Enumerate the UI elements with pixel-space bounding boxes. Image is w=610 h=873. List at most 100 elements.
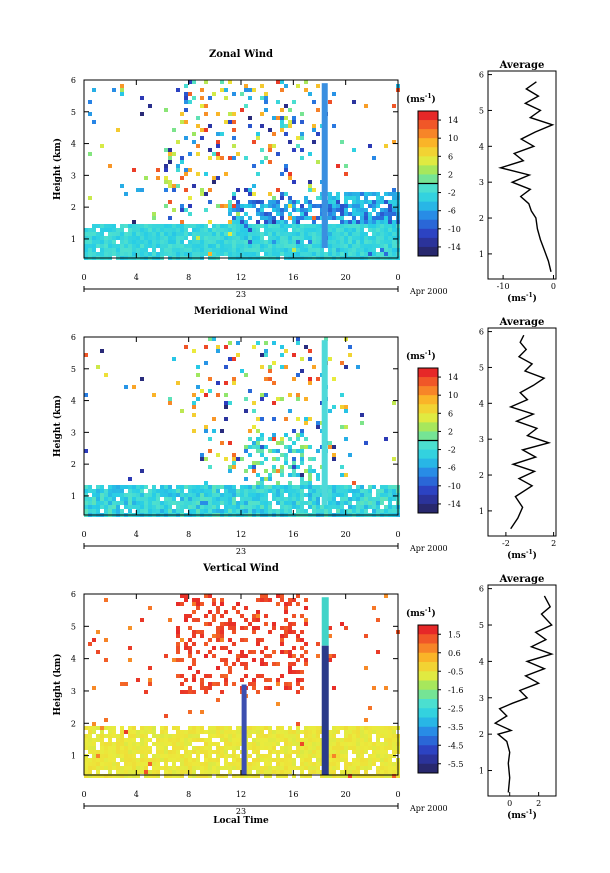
average-x-label: (ms-1): [507, 809, 537, 821]
colorbar-tick-label: 14: [448, 373, 458, 382]
average-frame: [487, 584, 557, 797]
colorbar-band: [418, 763, 438, 774]
colorbar-band: [418, 625, 438, 635]
y-tick-label: 4: [71, 140, 76, 149]
chart-title: Vertical Wind: [202, 563, 279, 574]
average-y-tick-label: 4: [479, 142, 484, 151]
colorbar-tick-label: 6: [448, 409, 453, 418]
colorbar-band: [418, 111, 438, 121]
colorbar-tick-label: -4.5: [448, 741, 463, 750]
colorbar-tick-label: -2: [448, 446, 456, 455]
colorbar-band: [418, 183, 438, 194]
average-profile-line: [498, 81, 555, 272]
colorbar-band: [418, 467, 438, 478]
average-y-tick-label: 1: [479, 767, 484, 776]
colorbar-band: [418, 413, 438, 423]
average-y-tick-label: 5: [479, 106, 484, 115]
x-tick-label: 0: [395, 790, 400, 799]
y-tick-label: 5: [71, 365, 76, 374]
colorbar-band: [418, 440, 438, 451]
average-y-tick-label: 1: [479, 250, 484, 259]
y-tick-label: 2: [71, 460, 76, 469]
colorbar-band: [418, 726, 438, 737]
average-y-tick-label: 3: [479, 694, 484, 703]
heatmap-field: [84, 594, 400, 778]
colorbar-band: [418, 745, 438, 755]
average-frame: [487, 327, 557, 537]
colorbar-tick-label: 10: [448, 391, 458, 400]
colorbar-band: [418, 634, 438, 644]
colorbar-band: [418, 689, 438, 700]
average-x-tick-label: 0: [551, 282, 556, 291]
colorbar-band: [418, 494, 438, 505]
colorbar-tick-label: -2.5: [448, 704, 463, 713]
x-tick-label: 16: [288, 273, 298, 282]
colorbar-band: [418, 680, 438, 691]
colorbar-band: [418, 138, 438, 148]
x-tick-label: 4: [134, 790, 139, 799]
x-tick-label: 0: [81, 530, 86, 539]
y-tick-label: 6: [71, 76, 76, 85]
colorbar-tick-label: -14: [448, 500, 461, 509]
average-title: Average: [499, 60, 545, 71]
date-axis-label: 23: [236, 290, 246, 299]
x-tick-label: 16: [288, 530, 298, 539]
average-y-tick-label: 3: [479, 178, 484, 187]
colorbar-tick-label: -5.5: [448, 760, 463, 769]
average-y-tick-label: 4: [479, 399, 484, 408]
y-tick-label: 5: [71, 108, 76, 117]
x-tick-label: 8: [186, 273, 191, 282]
colorbar-band: [418, 201, 438, 212]
y-tick-label: 4: [71, 397, 76, 406]
colorbar-tick-label: 6: [448, 152, 453, 161]
colorbar-band: [418, 237, 438, 248]
x-tick-label: 0: [81, 273, 86, 282]
colorbar-band: [418, 643, 438, 654]
colorbar-tick-label: -3.5: [448, 723, 463, 732]
colorbar-band: [418, 210, 438, 221]
colorbar-tick-label: -10: [448, 225, 461, 234]
average-panel: Average 1 2 3 4 5 6 -10 0 (ms-1): [479, 60, 557, 304]
average-y-tick-label: 1: [479, 507, 484, 516]
average-y-tick-label: 6: [479, 328, 484, 337]
y-tick-label: 3: [71, 428, 76, 437]
average-title: Average: [499, 317, 545, 328]
average-y-tick-label: 4: [479, 657, 484, 666]
colorbar-band: [418, 736, 438, 746]
updraft-stripe: [321, 597, 329, 646]
colorbar-tick-label: -10: [448, 482, 461, 491]
y-axis-label: Height (km): [52, 138, 63, 200]
colorbar-unit: (ms-1): [406, 607, 436, 619]
average-x-label: (ms-1): [507, 292, 537, 304]
colorbar-band: [418, 174, 438, 184]
average-title: Average: [499, 574, 545, 585]
average-profile-line: [493, 595, 554, 793]
x-tick-label: 20: [341, 530, 351, 539]
colorbar-band: [418, 404, 438, 414]
colorbar-band: [418, 368, 438, 378]
colorbar-band: [418, 652, 438, 663]
colorbar-band: [418, 395, 438, 405]
colorbar-tick-label: -0.5: [448, 667, 463, 676]
colorbar-band: [418, 422, 438, 432]
colorbar-band: [418, 671, 438, 681]
colorbar-band: [418, 717, 438, 728]
x-tick-label: 0: [81, 790, 86, 799]
y-tick-label: 4: [71, 655, 76, 664]
y-tick-label: 1: [71, 235, 76, 244]
average-x-tick-label: -10: [497, 282, 510, 291]
average-x-label: (ms-1): [507, 549, 537, 561]
colorbar-band: [418, 192, 438, 203]
heatmap-field: [84, 337, 400, 517]
colorbar-band: [418, 147, 438, 157]
heatmap-field: [84, 80, 400, 260]
date-suffix: Apr 2000: [409, 544, 448, 553]
colorbar-band: [418, 503, 438, 514]
colorbar-band: [418, 219, 438, 230]
average-x-tick-label: 2: [551, 539, 556, 548]
downdraft-stripe-2: [241, 684, 247, 775]
colorbar-band: [418, 165, 438, 175]
y-axis-label: Height (km): [52, 395, 63, 457]
colorbar-band: [418, 754, 438, 765]
